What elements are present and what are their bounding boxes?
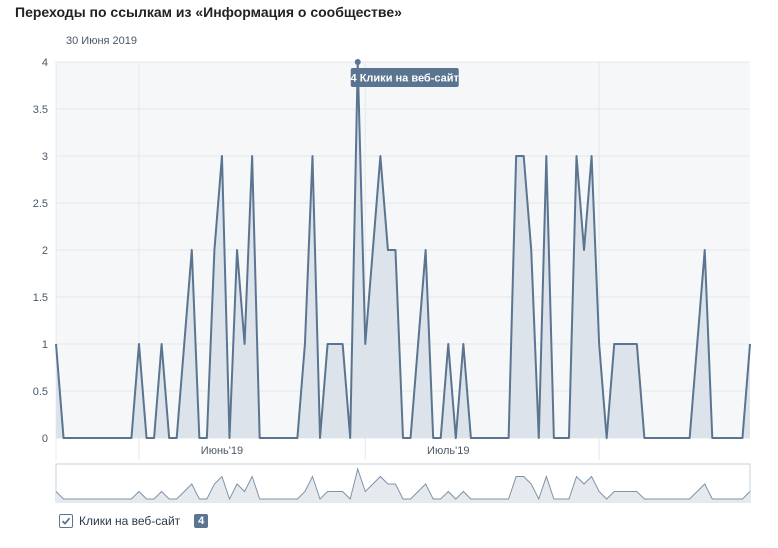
- navigator-area: [56, 469, 750, 502]
- tooltip-box: [350, 68, 459, 87]
- navigator-frame: [55, 463, 751, 503]
- plot-background: [56, 62, 750, 438]
- series-line: [55, 61, 751, 439]
- hover-date-label: 30 Июня 2019: [66, 35, 138, 47]
- y-tick-label: 0: [42, 433, 48, 445]
- tooltip-text: 4 Клики на веб-сайт: [351, 73, 460, 85]
- series-checkbox[interactable]: [59, 514, 73, 528]
- series-count-badge: 4: [194, 514, 209, 528]
- legend: Клики на веб-сайт 4: [59, 512, 209, 530]
- y-tick-label: 2.5: [33, 198, 48, 210]
- hover-point: [354, 59, 361, 65]
- y-tick-label: 3: [42, 151, 48, 163]
- checkmark-icon: [61, 517, 71, 525]
- tooltip: 4 Клики на веб-сайт: [351, 68, 460, 87]
- y-tick-label: 2: [42, 245, 48, 257]
- y-tick-label: 0.5: [33, 386, 48, 398]
- x-tick-label: Июнь'19: [201, 445, 243, 457]
- y-tick-label: 1: [42, 339, 48, 351]
- series-area: [56, 62, 750, 438]
- y-tick-label: 4: [42, 57, 48, 69]
- chart-title: Переходы по ссылкам из «Информация о соо…: [15, 4, 402, 20]
- x-tick-label: Июль'19: [427, 445, 469, 457]
- y-tick-label: 1.5: [33, 292, 48, 304]
- y-tick-label: 3.5: [33, 104, 48, 116]
- legend-series-label: Клики на веб-сайт: [79, 514, 181, 528]
- navigator-line: [55, 467, 751, 501]
